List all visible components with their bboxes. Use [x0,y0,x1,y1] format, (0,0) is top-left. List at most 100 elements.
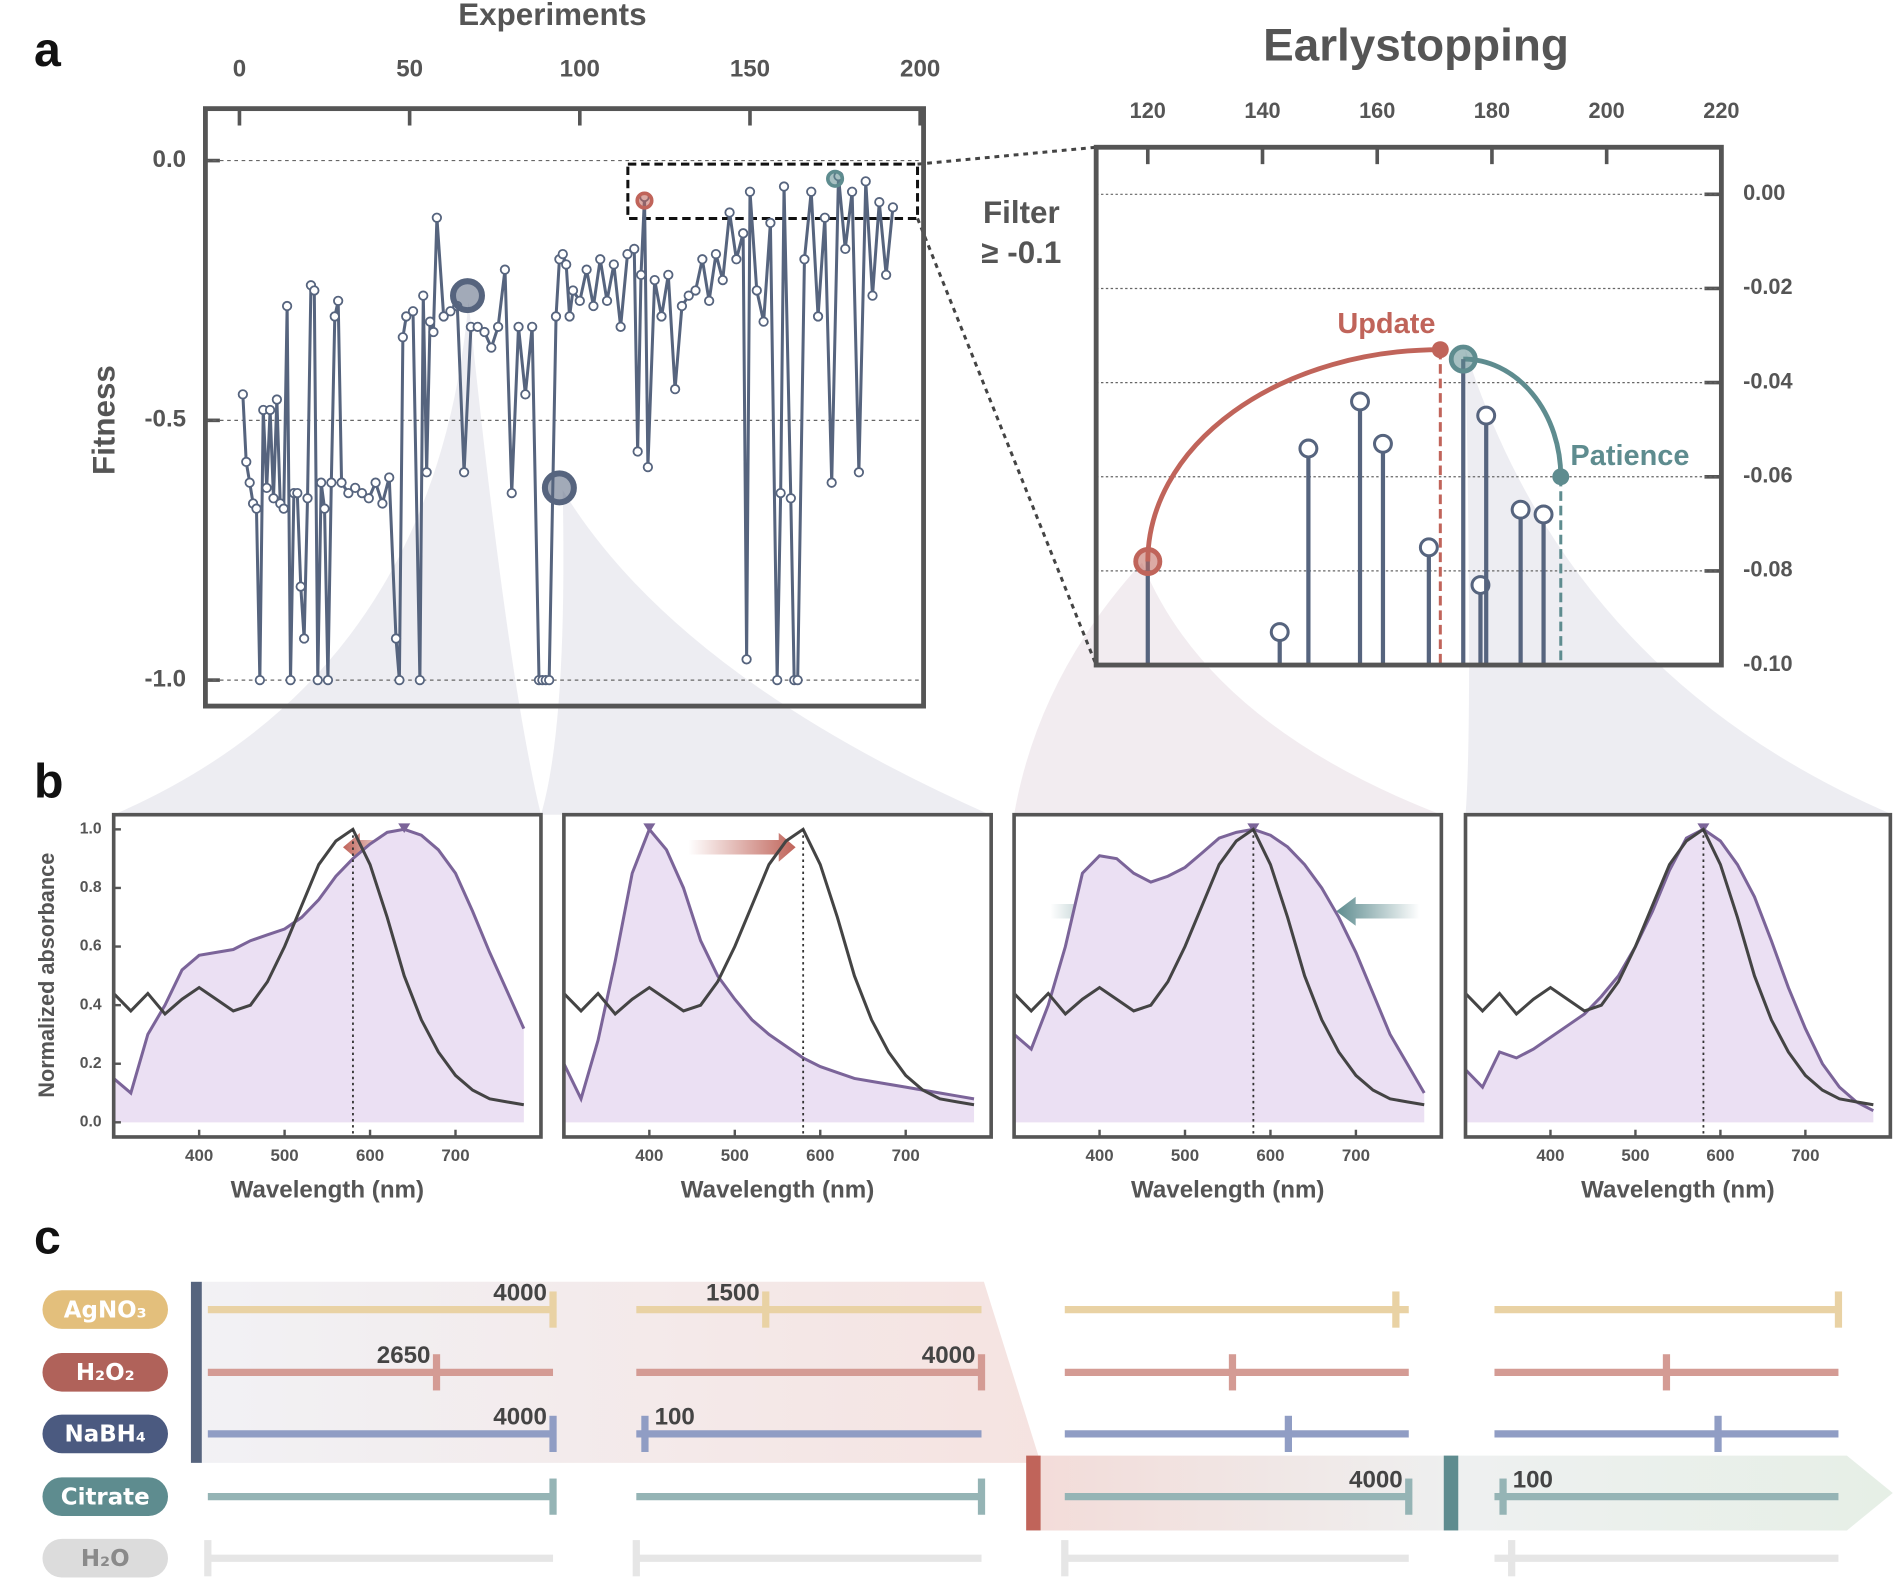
slider-value: 100 [1513,1466,1553,1493]
fitness-point [251,503,262,514]
filter-label: Filter [983,195,1060,230]
update-point [1431,341,1449,359]
reagent-pill [42,1414,169,1454]
plot-frame [1093,144,1724,668]
spectrum-line [562,826,975,1104]
stem-head [1448,344,1478,374]
fitness-point [765,217,776,229]
fitness-point [268,493,279,504]
fitness-point [513,321,524,332]
fitness-point [295,581,306,592]
slider-handle [1228,1354,1237,1391]
fitness-point [363,493,374,504]
stem-head [1510,499,1531,520]
zoom-fan [540,490,990,815]
fitness-point [550,311,562,322]
highlight-point [826,169,845,188]
fitness-point [414,674,425,686]
fitness-point [874,197,885,208]
y-tick-label: -0.06 [1743,462,1793,487]
slider-handle [549,1415,557,1452]
fitness-point [264,404,276,416]
highlight-point [635,191,654,210]
x-axis-title: Wavelength (nm) [1581,1177,1774,1204]
fitness-point [445,306,456,317]
peak-marker [398,823,411,833]
slider-handle [977,1478,986,1515]
fitness-point [292,487,303,499]
fitness-point [710,248,722,260]
spectrum-line [1013,827,1425,1107]
reagent-label: H₂O [81,1546,130,1572]
x-tick-label: 220 [1703,98,1739,123]
x-tick-label: 600 [356,1146,384,1165]
fitness-point [574,295,585,306]
fitness-point [840,243,851,255]
reagent-label: Citrate [61,1484,150,1510]
spectrum-line [562,827,975,1107]
fitness-point [778,181,790,192]
patience-label: Patience [1570,440,1689,472]
fitness-point [595,254,606,265]
stem-head [1298,438,1319,459]
slider-handle [1392,1291,1400,1328]
fitness-point [271,394,283,405]
fitness-point [860,176,871,187]
x-tick-label: 600 [1256,1146,1284,1165]
fitness-point [237,389,248,400]
y-tick-label: 0.0 [153,146,187,173]
update-arc [1145,347,1441,562]
slider-value: 4000 [493,1404,547,1431]
y-tick-label: 1.0 [80,820,102,837]
stem-head [1350,391,1370,412]
x-tick-label: 500 [271,1146,299,1165]
slider-value: 1500 [706,1279,760,1306]
filter-label: ≥ -0.1 [981,235,1061,270]
decor [113,145,1893,1531]
fitness-point [669,384,681,395]
slider-handle [432,1354,441,1391]
stem-head [1269,622,1290,643]
fitness-point [629,243,640,255]
y-tick-label: -0.04 [1743,368,1793,393]
x-tick-label: 120 [1130,98,1166,123]
fitness-point [880,269,892,281]
fitness-point [819,212,830,223]
spectrum-area [1014,829,1425,1123]
fitness-point [254,674,266,686]
slider-handle [1508,1540,1516,1577]
fitness-point [397,332,408,343]
slider-handle [1834,1291,1843,1328]
fitness-point [775,487,786,499]
x-tick-label: 400 [635,1146,663,1165]
fitness-point [608,259,619,270]
fitness-point [772,674,783,686]
fitness-point [424,316,436,327]
plot-frame [203,106,926,709]
slider-value: 4000 [1349,1466,1403,1493]
slider-handle [204,1540,212,1577]
slider-handle [1662,1354,1671,1391]
x-axis-title: Wavelength (nm) [681,1177,874,1204]
slider-handle [1061,1540,1069,1577]
x-tick-label: 100 [560,55,600,82]
fitness-point [717,274,728,286]
selection-bar [190,1281,202,1463]
slider-value: 4000 [493,1279,547,1306]
fitness-point [785,493,796,504]
update-bar [1026,1455,1041,1531]
fitness-point [336,477,347,488]
fitness-point [806,186,817,197]
fitness-point [428,326,439,338]
fitness-point [635,269,647,281]
zoom-fan [1465,350,1893,815]
slider-value: 100 [655,1404,695,1431]
x-tick-label: 140 [1244,98,1280,123]
zoom-fan [113,301,541,815]
plot-frame [562,812,993,1139]
fitness-point [458,467,470,478]
x-tick-label: 500 [721,1146,749,1165]
fitness-point [281,300,293,312]
fitness-point [601,295,613,306]
shift-arrow [1336,896,1420,926]
